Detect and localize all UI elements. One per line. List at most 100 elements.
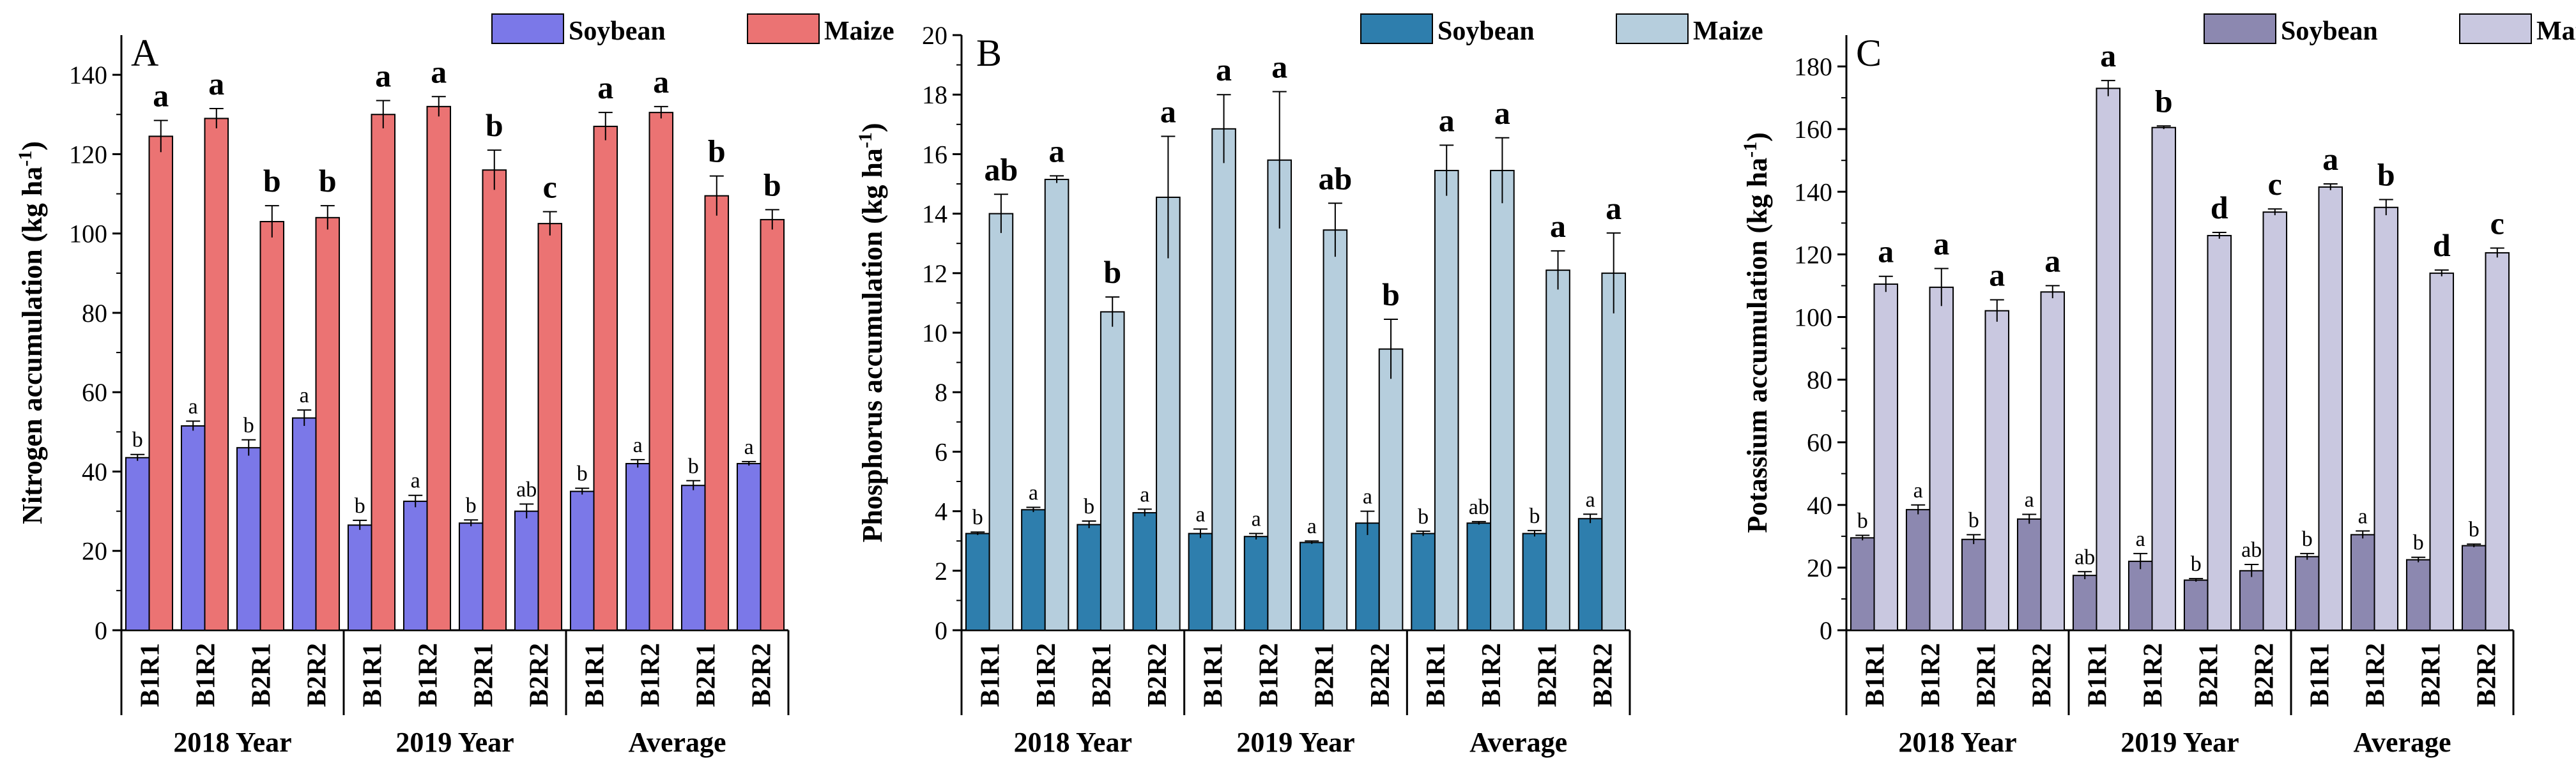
legend-label-soybean: Soybean xyxy=(2281,17,2378,46)
legend-swatch-soybean xyxy=(2204,13,2276,44)
maize-bar xyxy=(371,114,396,631)
significance-letter: ab xyxy=(2074,545,2095,569)
legend-label-maize: Maize xyxy=(1693,17,1763,46)
significance-letter: b xyxy=(2155,83,2173,119)
maize-bar xyxy=(2262,211,2288,632)
soybean-bar xyxy=(291,417,317,631)
x-category-label: B1R2 xyxy=(636,643,666,707)
significance-letter: b xyxy=(688,455,699,478)
panel-label: A xyxy=(131,32,158,74)
maize-bar xyxy=(1984,310,2010,631)
maize-bar xyxy=(760,218,785,632)
significance-letter: ab xyxy=(1318,160,1352,196)
group-label: Average xyxy=(1469,727,1567,758)
significance-letter: b xyxy=(486,107,503,143)
significance-letter: a xyxy=(1271,49,1287,85)
significance-letter: a xyxy=(1252,508,1261,531)
y-tick-label: 60 xyxy=(82,378,107,407)
significance-letter: a xyxy=(1363,485,1372,509)
significance-letter: a xyxy=(1140,483,1149,506)
significance-letter: a xyxy=(1307,515,1317,538)
significance-letter: b xyxy=(319,163,337,199)
maize-bar xyxy=(2485,252,2510,632)
legend-swatch-maize xyxy=(747,13,820,44)
legend-label-soybean: Soybean xyxy=(1438,17,1535,46)
x-category-label: B2R2 xyxy=(303,643,332,707)
significance-letter: a xyxy=(2322,141,2338,177)
significance-letter: b xyxy=(1084,495,1094,518)
y-tick-label: 140 xyxy=(69,61,107,89)
legend-label-soybean: Soybean xyxy=(569,17,666,46)
y-tick-label: 60 xyxy=(1807,428,1832,457)
significance-letter: b xyxy=(708,133,726,169)
soybean-bar xyxy=(1850,537,1875,631)
maize-bar xyxy=(1601,272,1627,631)
x-category-label: B1R1 xyxy=(1861,643,1890,707)
x-category-label: B1R1 xyxy=(2083,643,2113,707)
x-category-label: B2R1 xyxy=(247,643,277,707)
y-axis-title: Potassium accumulation (kg ha-1) xyxy=(1740,132,1773,533)
soybean-bar xyxy=(2461,545,2487,632)
significance-letter: a xyxy=(1586,488,1595,511)
group-label: 2018 Year xyxy=(173,727,291,758)
significance-letter: d xyxy=(2433,227,2451,263)
significance-letter: a xyxy=(208,66,224,102)
y-tick-label: 80 xyxy=(82,299,107,328)
significance-letter: ab xyxy=(1469,496,1489,519)
maize-bar xyxy=(1378,348,1404,631)
significance-letter: b xyxy=(577,462,588,486)
x-category-label: B1R2 xyxy=(1917,643,1946,707)
soybean-bar xyxy=(1132,511,1158,631)
significance-letter: a xyxy=(653,64,669,100)
soybean-bar xyxy=(1522,533,1547,631)
x-category-label: B2R1 xyxy=(692,643,721,707)
soybean-bar xyxy=(180,425,206,631)
panel-a-nitrogen-chart: 0 20 40 60 80 100 120 140 Nitrogen accumulation … xyxy=(15,13,894,758)
soybean-bar xyxy=(1077,524,1101,631)
significance-letter: b xyxy=(466,494,477,517)
y-tick-label: 6 xyxy=(935,437,947,466)
y-tick-label: 0 xyxy=(935,616,947,645)
maize-bar xyxy=(2373,206,2399,631)
soybean-bar xyxy=(347,524,372,632)
y-tick-label: 10 xyxy=(922,319,947,347)
x-category-label: B2R1 xyxy=(1972,643,2002,707)
significance-letter: b xyxy=(1857,509,1868,533)
maize-bar xyxy=(1044,179,1070,631)
soybean-bar xyxy=(1021,509,1046,632)
y-tick-label: 18 xyxy=(922,80,947,109)
soybean-bar xyxy=(402,501,428,631)
significance-letter: a xyxy=(188,395,198,419)
maize-bar xyxy=(2040,291,2066,631)
significance-letter: a xyxy=(1216,52,1232,87)
significance-letter: b xyxy=(243,414,254,437)
maize-bar xyxy=(148,135,174,631)
significance-letter: ab xyxy=(2241,538,2262,562)
significance-letter: b xyxy=(2377,157,2395,193)
y-tick-label: 80 xyxy=(1807,366,1832,395)
group-label: 2018 Year xyxy=(1014,727,1132,758)
soybean-bar xyxy=(2016,518,2042,631)
soybean-bar xyxy=(1466,522,1492,631)
significance-letter: c xyxy=(2490,206,2504,241)
maize-bar xyxy=(1490,170,1515,631)
x-category-label: B1R1 xyxy=(1199,643,1228,707)
y-tick-label: 120 xyxy=(69,140,107,169)
significance-letter: b xyxy=(132,428,143,452)
significance-letter: b xyxy=(763,167,781,202)
soybean-bar xyxy=(2294,556,2320,631)
maize-bar xyxy=(315,216,341,631)
maize-bar xyxy=(2096,87,2121,632)
significance-letter: b xyxy=(2469,518,2480,541)
maize-bar xyxy=(648,112,674,632)
legend-swatch-maize xyxy=(1616,13,1689,44)
panel-c-potassium-chart: 0 20 40 60 80 100 120 140 160 180 Potassium accumu… xyxy=(1740,13,2576,758)
y-tick-label: 8 xyxy=(935,378,947,407)
significance-letter: b xyxy=(1103,254,1121,290)
x-category-label: B1R1 xyxy=(1422,643,1451,707)
x-category-label: B1R1 xyxy=(581,643,610,707)
maize-bar xyxy=(1873,283,1899,631)
soybean-bar xyxy=(569,490,595,631)
significance-letter: a xyxy=(1878,234,1894,269)
